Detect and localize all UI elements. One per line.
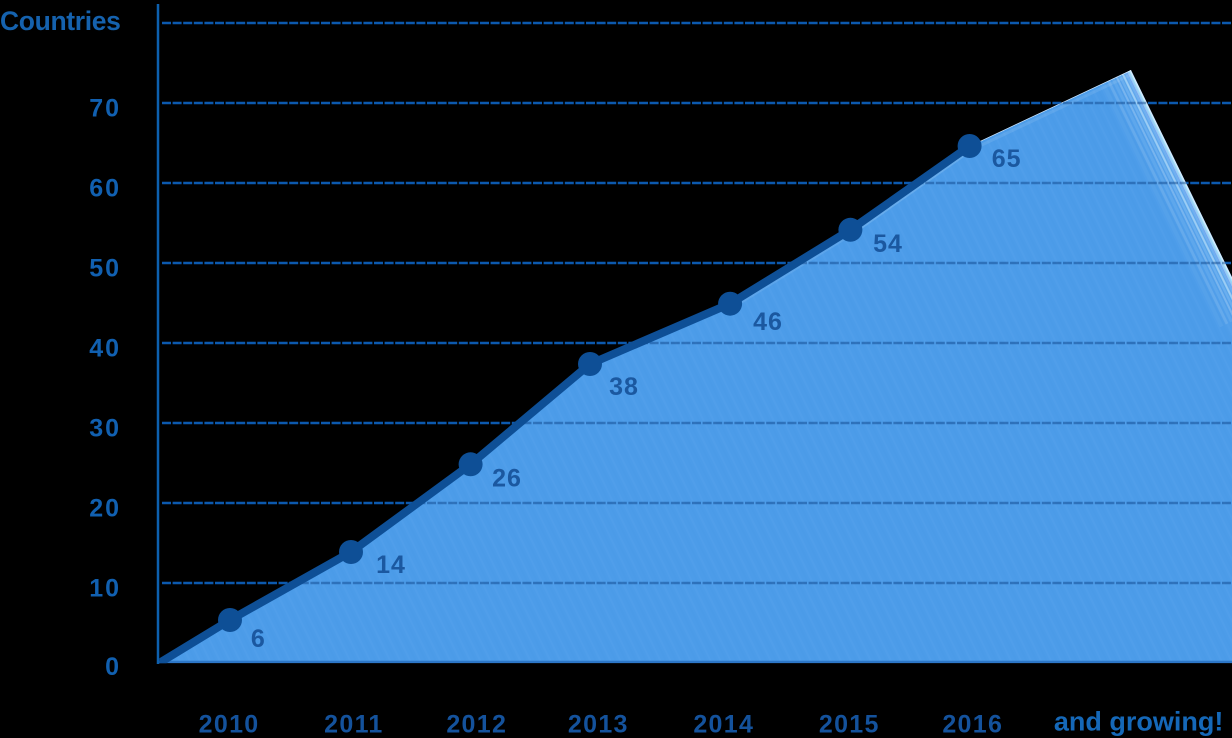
svg-text:2014: 2014 [693,711,754,738]
svg-text:2012: 2012 [446,711,507,738]
svg-text:20: 20 [89,495,121,523]
svg-text:54: 54 [873,230,903,258]
svg-text:14: 14 [376,551,406,579]
svg-text:46: 46 [753,308,783,336]
svg-text:6: 6 [251,625,266,653]
svg-text:50: 50 [89,255,121,283]
svg-text:65: 65 [992,145,1022,173]
svg-text:2015: 2015 [819,711,880,738]
svg-text:60: 60 [89,175,121,203]
svg-text:40: 40 [89,335,121,363]
svg-text:2016: 2016 [942,711,1003,738]
svg-text:10: 10 [89,575,121,603]
svg-text:38: 38 [609,373,639,401]
svg-text:2013: 2013 [568,711,629,738]
svg-text:2011: 2011 [324,711,383,738]
svg-text:30: 30 [89,415,121,443]
svg-text:26: 26 [492,465,522,493]
svg-text:70: 70 [89,95,121,123]
svg-text:2010: 2010 [199,711,260,738]
svg-text:0: 0 [105,653,121,681]
svg-text:and growing!: and growing! [1054,707,1223,737]
svg-text:Countries: Countries [0,6,121,36]
